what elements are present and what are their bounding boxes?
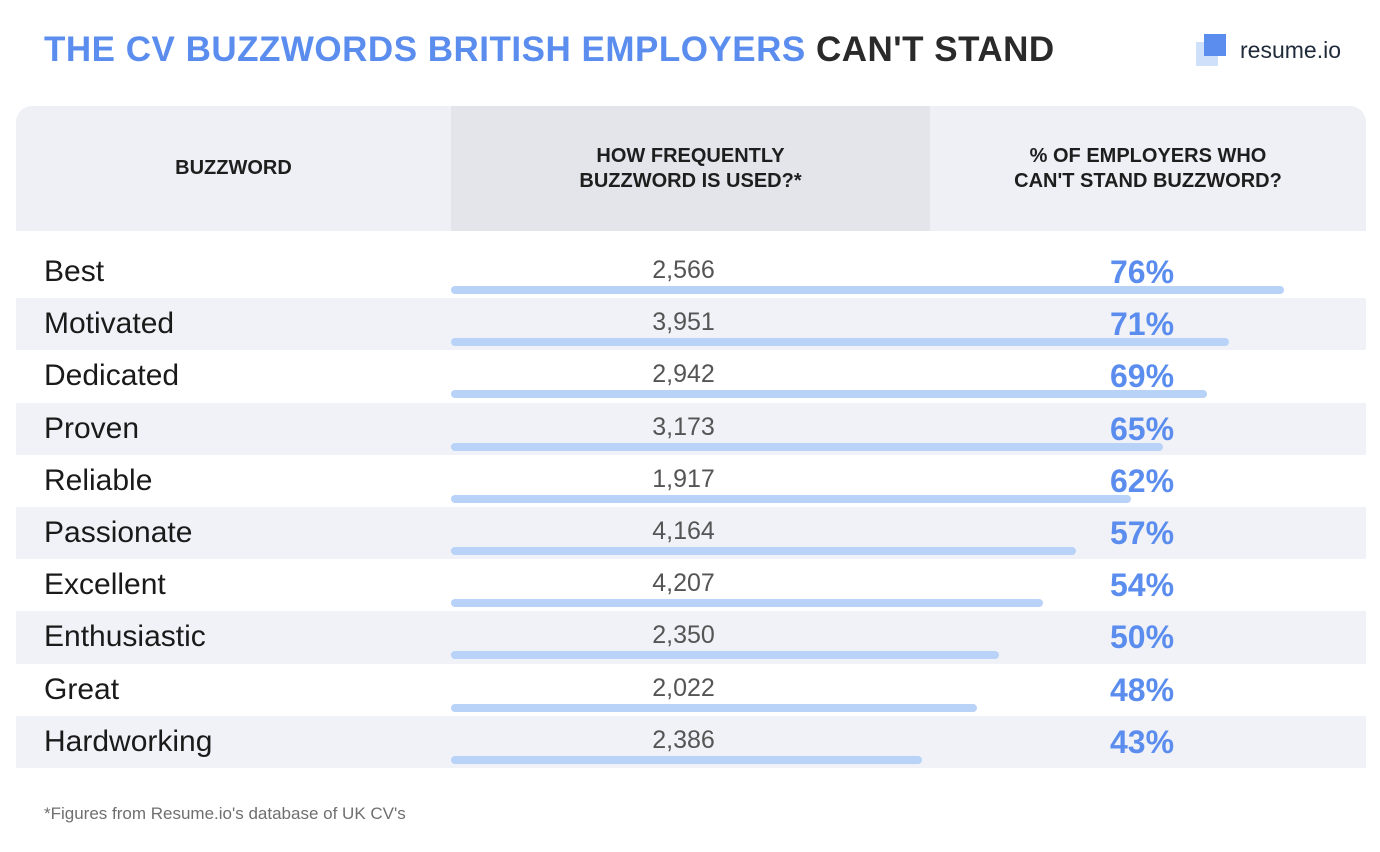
table-row: Enthusiastic 2,350 50% — [16, 611, 1366, 664]
buzzword-label: Dedicated — [44, 359, 180, 393]
percent-value: 57% — [1110, 514, 1175, 551]
percent-bar — [451, 442, 1164, 451]
table-row: Best 2,566 76% — [16, 246, 1366, 298]
percent-value: 71% — [1110, 306, 1175, 343]
buzzword-label: Great — [44, 672, 120, 706]
frequency-value: 4,207 — [652, 569, 715, 598]
buzzword-label: Passionate — [44, 516, 193, 550]
percent-bar — [451, 494, 1131, 503]
buzzword-label: Best — [44, 255, 105, 289]
page-title: THE CV BUZZWORDS BRITISH EMPLOYERS CAN'T… — [44, 30, 1055, 70]
column-header-buzzword: BUZZWORD — [175, 157, 292, 179]
brand-name: resume.io — [1240, 36, 1341, 63]
percent-bar — [451, 651, 999, 660]
footnote: *Figures from Resume.io's database of UK… — [44, 804, 406, 823]
percent-bar — [451, 599, 1043, 608]
percent-bar — [451, 338, 1230, 347]
percent-value: 76% — [1110, 254, 1175, 290]
buzzword-label: Hardworking — [44, 724, 213, 758]
resume-logo-icon — [1196, 34, 1226, 66]
percent-bar — [451, 286, 1284, 294]
title-dark: CAN'T STAND — [815, 30, 1055, 69]
percent-bar — [451, 546, 1076, 555]
frequency-value: 2,942 — [652, 360, 715, 389]
frequency-value: 3,951 — [652, 308, 715, 337]
percent-bar — [451, 390, 1208, 399]
table-row: Motivated 3,951 71% — [16, 298, 1366, 351]
buzzword-label: Enthusiastic — [44, 620, 206, 654]
frequency-value: 1,917 — [652, 464, 715, 493]
table-row: Excellent 4,207 54% — [16, 559, 1366, 611]
percent-value: 50% — [1110, 619, 1175, 656]
percent-bar — [451, 703, 978, 712]
percent-value: 62% — [1110, 462, 1175, 499]
table-body: Best 2,566 76% Motivated 3,951 71% Dedicated 2,… — [16, 246, 1366, 768]
table-row: Passionate 4,164 57% — [16, 506, 1366, 560]
buzzword-label: Motivated — [44, 307, 175, 341]
percent-value: 65% — [1110, 410, 1175, 447]
table-row: Dedicated 2,942 69% — [16, 350, 1366, 402]
table-row: Hardworking 2,386 43% — [16, 715, 1366, 768]
percent-value: 48% — [1110, 671, 1175, 708]
table-row: Proven 3,173 65% — [16, 402, 1366, 455]
frequency-value: 2,566 — [652, 256, 715, 284]
frequency-value: 4,164 — [652, 516, 715, 545]
table-row: Great 2,022 48% — [16, 664, 1366, 716]
buzzword-label: Proven — [44, 411, 140, 445]
percent-value: 69% — [1110, 358, 1175, 395]
column-header-frequency: HOW FREQUENTLY BUZZWORD IS USED?* — [451, 106, 930, 231]
column-header-percent: % OF EMPLOYERS WHO CAN'T STAND BUZZWORD? — [1014, 144, 1282, 192]
frequency-value: 2,386 — [652, 725, 715, 754]
table-row: Reliable 1,917 62% — [16, 455, 1366, 507]
buzzword-label: Excellent — [44, 568, 166, 602]
frequency-value: 3,173 — [652, 412, 715, 441]
brand-logo[interactable]: resume.io — [1196, 34, 1341, 66]
buzzword-table: BUZZWORD HOW FREQUENTLY BUZZWORD IS USED?… — [16, 106, 1366, 768]
title-accent: THE CV BUZZWORDS BRITISH EMPLOYERS — [44, 30, 806, 69]
percent-value: 54% — [1110, 567, 1175, 604]
percent-bar — [451, 755, 923, 764]
percent-value: 43% — [1110, 723, 1175, 760]
frequency-value: 2,350 — [652, 621, 715, 650]
frequency-value: 2,022 — [652, 673, 715, 702]
table-header: BUZZWORD HOW FREQUENTLY BUZZWORD IS USED?… — [16, 106, 1366, 231]
buzzword-label: Reliable — [44, 463, 153, 497]
